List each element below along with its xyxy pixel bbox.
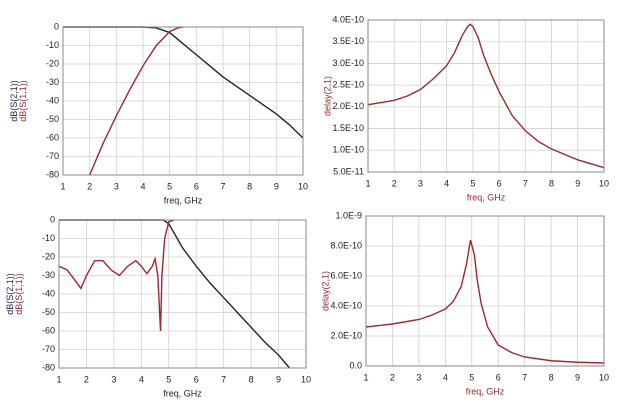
x-axis-label: freq, GHz: [164, 195, 203, 205]
y-tick-label: -20: [42, 251, 55, 261]
series-line: [367, 23, 605, 169]
x-tick-label: 4: [443, 372, 448, 382]
x-tick-label: 5: [167, 181, 172, 191]
x-tick-label: 7: [220, 181, 225, 191]
y-tick-label: 1.0E-10: [332, 145, 364, 155]
plot-frame: [62, 26, 304, 176]
x-tick-label: 8: [549, 178, 554, 188]
y-tick-label: -50: [42, 307, 55, 317]
x-axis-label: freq, GHz: [467, 192, 506, 202]
x-tick-label: 3: [111, 374, 116, 384]
y-tick-label: 3.0E-10: [332, 58, 364, 68]
x-tick-label: 4: [139, 374, 144, 384]
plot: 0.0 2.0E-10 4.0E-10 6.0E-10 8.0E-10 1.0E-9 1 2 3…: [320, 210, 609, 396]
plot-frame: [365, 215, 605, 367]
series-line: [58, 219, 175, 332]
x-tick-label: 5: [469, 372, 474, 382]
x-tick-label: 10: [599, 372, 609, 382]
x-tick-label: 8: [549, 372, 554, 382]
x-tick-label: 6: [497, 178, 502, 188]
y-tick-label: 1.5E-10: [332, 123, 364, 133]
x-tick-label: 8: [249, 374, 254, 384]
y-tick-label: -20: [46, 58, 59, 68]
y-tick-label: -40: [46, 95, 59, 105]
y-tick-label: 0: [50, 214, 55, 224]
y-tick-label: 8.0E-10: [330, 240, 362, 250]
plot: 0 -10 -20 -30 -40 -50 -60 -70 -801 2 3 4 5 6 7 8 9 10 freq…: [5, 214, 311, 398]
y-tick-label: -80: [46, 169, 59, 179]
plot: 5.0E-11 1.0E-10 1.5E-10 2.0E-10 2.5E-10 3.0E-…: [322, 14, 609, 202]
y-tick-label: -60: [42, 325, 55, 335]
x-tick-label: 10: [599, 178, 609, 188]
y-axis-label: dB(S(2,1)): [5, 273, 15, 315]
x-tick-label: 3: [418, 178, 423, 188]
y-tick-label: -50: [46, 114, 59, 124]
x-axis-label: freq, GHz: [163, 388, 202, 398]
y-tick-label: 2.0E-10: [330, 330, 362, 340]
y-tick-label: 4.0E-10: [330, 300, 362, 310]
x-tick-label: 4: [444, 178, 449, 188]
y-tick-label: -70: [42, 344, 55, 354]
y-tick-label: 2.0E-10: [332, 101, 364, 111]
y-tick-label: -80: [42, 362, 55, 372]
y-tick-label: -60: [46, 132, 59, 142]
x-tick-label: 9: [575, 372, 580, 382]
y-tick-label: 6.0E-10: [330, 270, 362, 280]
y-tick-label: -30: [42, 270, 55, 280]
x-tick-label: 2: [392, 178, 397, 188]
x-tick-label: 9: [575, 178, 580, 188]
y-axis-label: dB(S(2,1)): [9, 80, 19, 122]
y-tick-label: -10: [46, 40, 59, 50]
y-tick-label: -30: [46, 77, 59, 87]
plot: 0 -10 -20 -30 -40 -50 -60 -70 -801 2 3 4 5 6 7 8 9 10 freq…: [9, 21, 308, 205]
x-tick-label: 9: [274, 181, 279, 191]
x-tick-label: 1: [56, 374, 61, 384]
series-line: [365, 239, 605, 364]
x-tick-label: 3: [114, 181, 119, 191]
y-tick-label: -10: [42, 233, 55, 243]
series-line: [89, 26, 184, 176]
x-tick-label: 4: [140, 181, 145, 191]
y-axis-label: delay(2,1): [320, 271, 330, 311]
x-tick-label: 7: [221, 374, 226, 384]
x-tick-label: 1: [365, 178, 370, 188]
x-axis-label: freq, GHz: [466, 386, 505, 396]
y-tick-label: 4.0E-10: [332, 14, 364, 24]
x-tick-label: 3: [416, 372, 421, 382]
y-tick-label: -40: [42, 288, 55, 298]
x-tick-label: 10: [298, 181, 308, 191]
plot-frame: [58, 219, 307, 369]
x-tick-label: 5: [166, 374, 171, 384]
y-tick-label: 1.0E-9: [335, 210, 362, 220]
x-tick-label: 6: [194, 181, 199, 191]
y-tick-label: 2.5E-10: [332, 80, 364, 90]
x-tick-label: 6: [194, 374, 199, 384]
y-axis-label: dB(S(1,1)): [14, 273, 24, 315]
y-tick-label: 5.0E-11: [333, 166, 364, 176]
y-tick-label: 0: [54, 21, 59, 31]
y-tick-label: 3.5E-10: [332, 36, 364, 46]
y-axis-label: delay(2,1): [322, 76, 332, 116]
y-axis-label: dB(S(1,1)): [18, 80, 28, 122]
y-tick-label: -70: [46, 151, 59, 161]
x-tick-label: 7: [523, 178, 528, 188]
x-tick-label: 8: [247, 181, 252, 191]
x-tick-label: 6: [496, 372, 501, 382]
x-tick-label: 7: [522, 372, 527, 382]
y-tick-label: 0.0: [349, 360, 362, 370]
x-tick-label: 2: [390, 372, 395, 382]
plot-frame: [367, 19, 605, 173]
x-tick-label: 9: [276, 374, 281, 384]
x-tick-label: 1: [363, 372, 368, 382]
x-tick-label: 2: [87, 181, 92, 191]
x-tick-label: 10: [301, 374, 311, 384]
x-tick-label: 5: [470, 178, 475, 188]
x-tick-label: 2: [84, 374, 89, 384]
x-tick-label: 1: [60, 181, 65, 191]
